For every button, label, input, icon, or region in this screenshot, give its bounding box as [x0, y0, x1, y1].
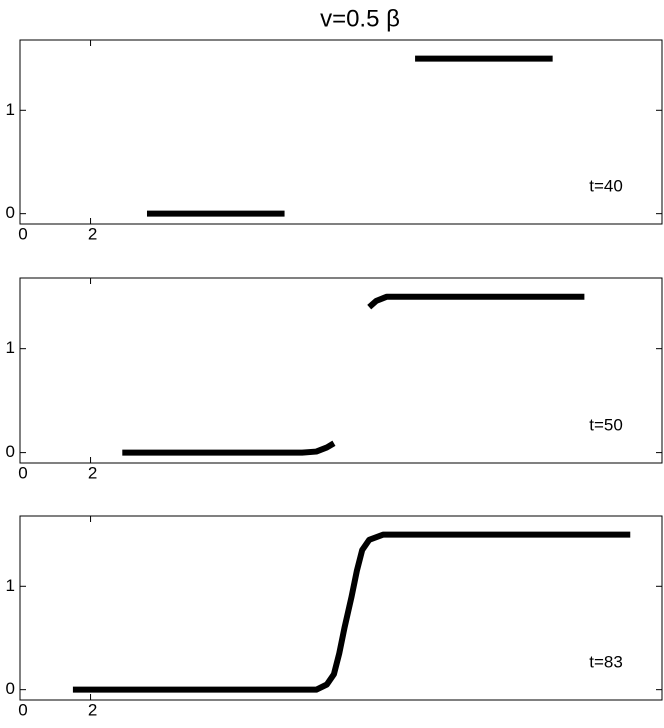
y-tick-label: 1	[6, 576, 15, 595]
y-tick-label: 1	[6, 100, 15, 119]
y-tick-label: 0	[6, 203, 15, 222]
annotation: t=50	[589, 415, 623, 434]
axes-box	[19, 39, 663, 225]
x-tick-label: 0	[18, 463, 27, 482]
y-tick-label: 0	[6, 679, 15, 698]
axes-box	[19, 277, 663, 464]
x-tick-label: 2	[88, 463, 97, 482]
y-tick-label: 1	[6, 338, 15, 357]
chart-title: v=0.5 β	[320, 5, 400, 32]
x-tick-label: 0	[18, 700, 27, 719]
data-line	[146, 55, 553, 217]
data-line	[72, 531, 631, 693]
x-tick-label: 0	[18, 224, 27, 243]
x-tick-label: 2	[88, 700, 97, 719]
annotation: t=40	[589, 176, 623, 195]
axes-box	[19, 515, 663, 701]
y-tick-label: 0	[6, 442, 15, 461]
x-tick-label: 2	[88, 224, 97, 243]
data-line	[122, 293, 585, 456]
annotation: t=83	[589, 652, 623, 671]
